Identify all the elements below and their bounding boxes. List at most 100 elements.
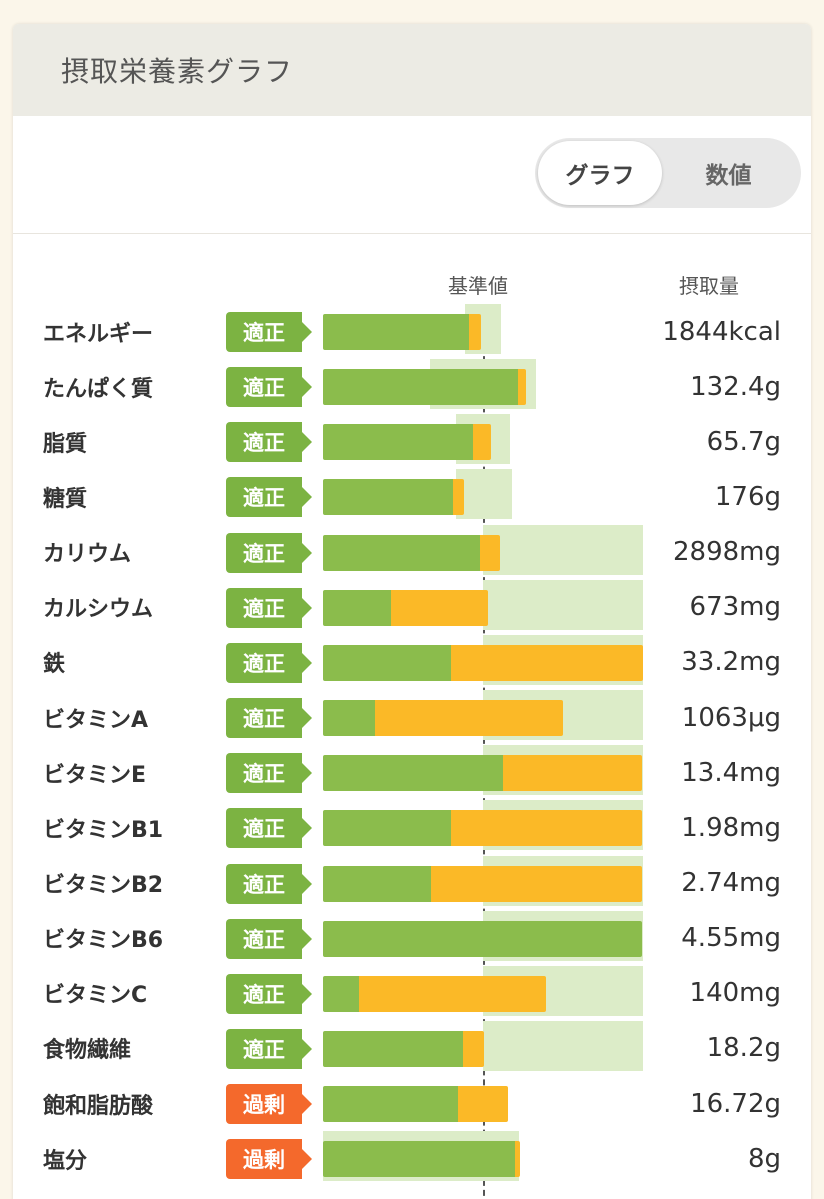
intake-value: 8g bbox=[747, 1143, 781, 1174]
nutrient-row: ビタミンC 適正 140mg bbox=[13, 965, 811, 1021]
view-toggle-row: グラフ 数値 bbox=[13, 116, 811, 234]
status-badge: 適正 bbox=[226, 532, 312, 573]
intake-bar bbox=[323, 589, 488, 626]
intake-bar-green bbox=[323, 865, 431, 902]
nutrient-name: ビタミンC bbox=[43, 983, 148, 1009]
status-badge: 過剰 bbox=[226, 1084, 312, 1125]
nutrient-name: ビタミンB6 bbox=[43, 928, 164, 954]
nutrient-row: 鉄 適正 33.2mg bbox=[13, 634, 811, 690]
intake-value: 1844kcal bbox=[662, 316, 781, 347]
status-badge: 適正 bbox=[226, 1028, 312, 1069]
intake-bar-green bbox=[323, 1086, 458, 1123]
intake-bar bbox=[323, 810, 642, 847]
nutrient-row: 脂質 適正 65.7g bbox=[13, 414, 811, 469]
intake-value: 1.98mg bbox=[681, 812, 781, 843]
intake-bar-orange bbox=[473, 424, 491, 461]
intake-value: 2898mg bbox=[673, 537, 781, 568]
intake-bar-orange bbox=[453, 479, 464, 516]
status-badge: 適正 bbox=[226, 698, 312, 739]
nutrient-row: ビタミンB6 適正 4.55mg bbox=[13, 910, 811, 966]
nutrient-name: 飽和脂肪酸 bbox=[43, 1093, 154, 1119]
status-badge: 適正 bbox=[226, 863, 312, 904]
baseline-column-header: 基準値 bbox=[448, 274, 508, 298]
status-badge: 適正 bbox=[226, 973, 312, 1014]
nutrient-row: カリウム 適正 2898mg bbox=[13, 524, 811, 580]
nutrient-name: カルシウム bbox=[43, 597, 154, 623]
intake-bar bbox=[323, 1141, 520, 1178]
nutrient-graph-card: 摂取栄養素グラフ グラフ 数値 基準値 摂取量 エネルギー 適正 1844kcal た… bbox=[13, 24, 811, 1199]
intake-bar-green bbox=[323, 644, 451, 681]
intake-value: 13.4mg bbox=[681, 757, 781, 788]
nutrient-name: エネルギー bbox=[43, 321, 154, 347]
intake-bar-green bbox=[323, 755, 503, 792]
intake-bar bbox=[323, 700, 563, 737]
intake-bar-green bbox=[323, 589, 391, 626]
intake-bar-green bbox=[323, 479, 453, 516]
nutrient-row: たんぱく質 適正 132.4g bbox=[13, 359, 811, 414]
intake-bar bbox=[323, 314, 481, 350]
intake-bar-orange bbox=[458, 1086, 508, 1123]
graph-view-button[interactable]: グラフ bbox=[538, 141, 662, 205]
recommended-range bbox=[456, 469, 512, 520]
intake-bar-orange bbox=[431, 865, 642, 902]
intake-bar-orange bbox=[391, 589, 488, 626]
nutrient-row: ビタミンB1 適正 1.98mg bbox=[13, 800, 811, 855]
intake-value: 2.74mg bbox=[681, 868, 781, 898]
nutrient-name: ビタミンB1 bbox=[43, 817, 164, 843]
nutrient-name: 鉄 bbox=[43, 652, 66, 678]
nutrient-row: エネルギー 適正 1844kcal bbox=[13, 304, 811, 359]
number-view-button[interactable]: 数値 bbox=[705, 163, 752, 189]
nutrient-name: たんぱく質 bbox=[43, 376, 154, 402]
nutrient-name: 塩分 bbox=[43, 1148, 88, 1174]
nutrient-row: 飽和脂肪酸 過剰 16.72g bbox=[13, 1076, 811, 1131]
intake-bar-green bbox=[323, 810, 451, 847]
intake-value: 65.7g bbox=[706, 426, 781, 457]
status-badge: 適正 bbox=[226, 422, 312, 463]
nutrient-row: ビタミンA 適正 1063μg bbox=[13, 690, 811, 745]
status-badge: 適正 bbox=[226, 312, 312, 352]
intake-bar-orange bbox=[451, 644, 643, 681]
recommended-range bbox=[483, 1020, 643, 1071]
intake-bar-green bbox=[323, 975, 359, 1012]
intake-bar-green bbox=[323, 314, 469, 350]
nutrient-row: 糖質 適正 176g bbox=[13, 469, 811, 524]
nutrient-name: 脂質 bbox=[43, 431, 88, 457]
nutrient-name: ビタミンA bbox=[43, 707, 149, 733]
intake-bar-green bbox=[323, 700, 375, 737]
intake-bar bbox=[323, 755, 642, 792]
intake-bar-green bbox=[323, 369, 518, 406]
intake-bar-orange bbox=[463, 1030, 484, 1067]
intake-bar-orange bbox=[503, 755, 642, 792]
status-badge: 適正 bbox=[226, 587, 312, 628]
nutrient-name: 糖質 bbox=[43, 486, 88, 512]
intake-bar-orange bbox=[480, 534, 500, 571]
nutrient-name: ビタミンE bbox=[43, 762, 147, 788]
intake-value: 4.55mg bbox=[681, 923, 781, 954]
recommended-range bbox=[483, 579, 643, 630]
intake-bar bbox=[323, 534, 500, 571]
page-title: 摂取栄養素グラフ bbox=[61, 55, 294, 88]
status-badge: 適正 bbox=[226, 808, 312, 849]
intake-value: 176g bbox=[714, 481, 781, 512]
intake-bar-orange bbox=[515, 1141, 520, 1178]
intake-bar-orange bbox=[451, 810, 642, 847]
intake-bar bbox=[323, 424, 491, 461]
intake-value: 16.72g bbox=[690, 1088, 781, 1119]
intake-bar-green bbox=[323, 1030, 463, 1067]
intake-bar-orange bbox=[469, 314, 481, 350]
intake-bar bbox=[323, 369, 526, 406]
intake-bar-orange bbox=[518, 369, 526, 406]
intake-value: 673mg bbox=[689, 592, 781, 623]
intake-value: 33.2mg bbox=[681, 647, 781, 678]
nutrient-row: カルシウム 適正 673mg bbox=[13, 579, 811, 635]
card-header: 摂取栄養素グラフ bbox=[13, 24, 811, 116]
status-badge: 適正 bbox=[226, 753, 312, 794]
status-badge: 適正 bbox=[226, 642, 312, 683]
view-toggle[interactable]: グラフ 数値 bbox=[535, 138, 801, 208]
intake-value: 1063μg bbox=[681, 702, 781, 733]
intake-bar-orange bbox=[375, 700, 563, 737]
status-badge: 過剰 bbox=[226, 1139, 312, 1180]
nutrient-row: ビタミンE 適正 13.4mg bbox=[13, 745, 811, 800]
intake-bar bbox=[323, 644, 643, 681]
intake-bar-green bbox=[323, 920, 642, 957]
